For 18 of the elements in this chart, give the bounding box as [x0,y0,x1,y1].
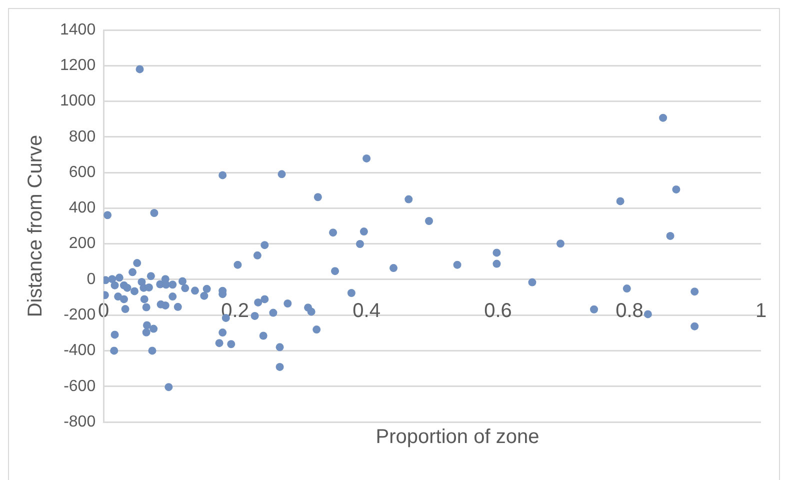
x-axis-title: Proportion of zone [374,426,540,449]
x-tick-label: 0.6 [484,300,512,322]
x-tick-label: 1 [755,300,767,322]
y-tick-label: -400 [64,342,96,360]
y-tick-label: -800 [64,413,96,430]
y-tick-label: 1400 [60,21,96,38]
y-tick-label: 1000 [60,92,96,110]
x-tick-label: 0.8 [616,300,644,322]
y-tick-label: 0 [86,270,96,288]
y-tick-label: 600 [68,164,96,181]
y-tick-label: 200 [68,235,96,252]
y-tick-label: 1200 [60,57,96,74]
y-tick-label: -600 [64,378,96,395]
x-tick-label: 0.4 [352,300,380,322]
y-tick-label: 800 [68,128,96,146]
y-tick-label: 400 [68,200,96,217]
y-tick-label: -200 [64,306,96,324]
y-axis-title: Distance from Curve [24,134,47,318]
